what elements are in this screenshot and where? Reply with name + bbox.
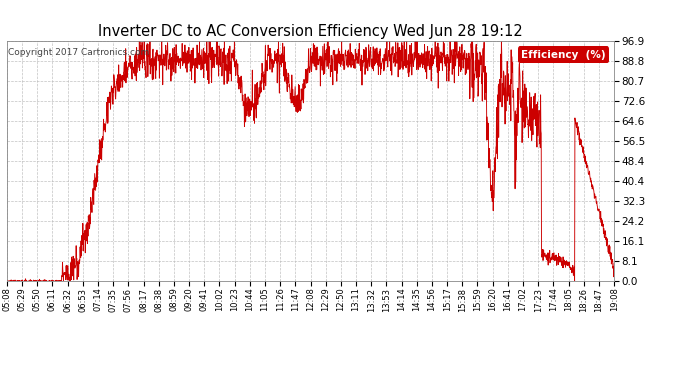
Title: Inverter DC to AC Conversion Efficiency Wed Jun 28 19:12: Inverter DC to AC Conversion Efficiency … <box>98 24 523 39</box>
Text: Copyright 2017 Cartronics.com: Copyright 2017 Cartronics.com <box>8 48 149 57</box>
Legend: Efficiency  (%): Efficiency (%) <box>518 46 609 63</box>
